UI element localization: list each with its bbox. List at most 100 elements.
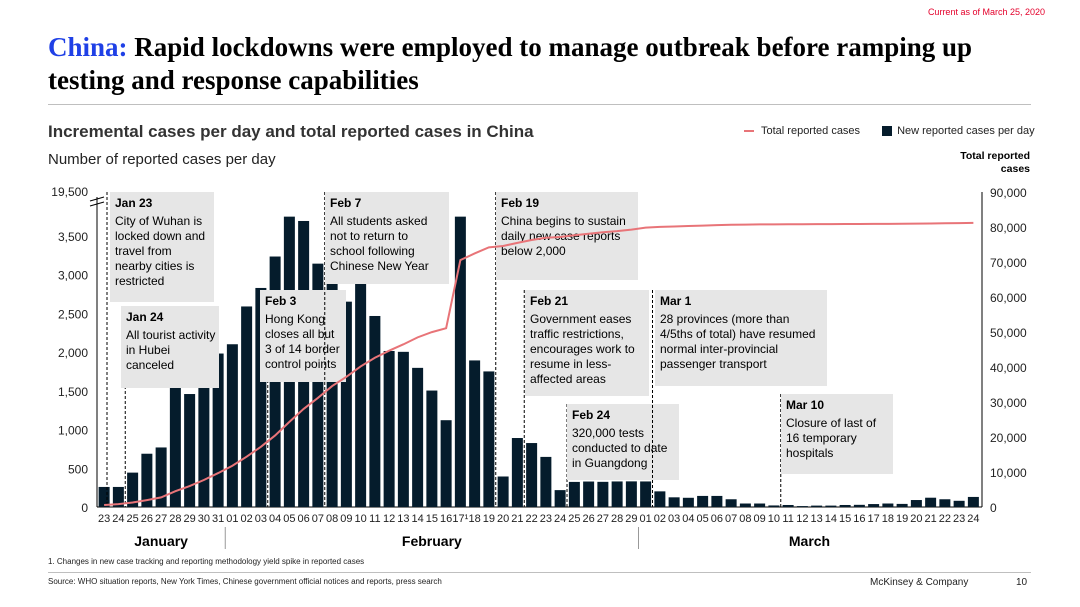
x-tick-label: 03 <box>668 513 680 525</box>
x-tick-label: 17 <box>868 513 880 525</box>
total-cases-line <box>104 221 974 506</box>
bar <box>697 495 709 507</box>
bar <box>925 497 937 507</box>
annotation-body: 28 provinces (more than 4/5ths of total)… <box>660 312 816 371</box>
annotation-heading: Jan 24 <box>126 310 164 324</box>
bar <box>896 503 908 507</box>
footer-divider <box>48 572 1031 573</box>
bar <box>155 447 167 507</box>
x-tick-label: 24 <box>112 513 124 525</box>
y-tick-label: 3,500 <box>58 230 88 244</box>
x-tick-label: 26 <box>583 513 595 525</box>
bar <box>967 496 979 507</box>
annotation-box <box>110 192 214 302</box>
x-tick-label: 20 <box>497 513 509 525</box>
x-tick-label: 08 <box>326 513 338 525</box>
bar <box>98 486 110 507</box>
annotation-body: 320,000 tests conducted to date in Guang… <box>572 426 668 470</box>
x-tick-label: 22 <box>526 513 538 525</box>
bar <box>426 390 438 507</box>
x-tick-label: 16 <box>853 513 865 525</box>
x-tick-label: 01 <box>226 513 238 525</box>
annotation-heading: Feb 21 <box>530 294 568 308</box>
bar <box>568 481 580 507</box>
x-tick-label: 21 <box>511 513 523 525</box>
axis-break-mark <box>89 201 105 207</box>
annotation-body: Government eases traffic restrictions, e… <box>530 312 635 386</box>
bar <box>340 301 352 507</box>
bar <box>412 367 424 507</box>
bar <box>397 351 409 507</box>
y-tick-label: 2,000 <box>58 346 88 360</box>
x-tick-label: 08 <box>739 513 751 525</box>
annotation-body: Closure of last of 16 temporary hospital… <box>786 416 877 460</box>
x-tick-label: 30 <box>198 513 210 525</box>
y2-tick-label: 10,000 <box>990 466 1027 480</box>
annotation-heading: Feb 19 <box>501 196 539 210</box>
x-tick-label: 21 <box>925 513 937 525</box>
annotation-heading: Jan 23 <box>115 196 153 210</box>
annotation-box <box>655 290 827 386</box>
bar <box>611 481 623 507</box>
x-tick-label: 27 <box>155 513 167 525</box>
bar-break-mark <box>280 196 299 202</box>
bar <box>682 497 694 507</box>
bar <box>141 453 153 507</box>
x-tick-label: 05 <box>283 513 295 525</box>
bar <box>868 504 880 507</box>
annotation-text: Hong Kong closes all but 3 of 14 border … <box>265 312 340 371</box>
x-tick-label: 26 <box>141 513 153 525</box>
bar <box>711 495 723 507</box>
annotation-box <box>260 290 346 382</box>
x-tick-label: 07 <box>312 513 324 525</box>
x-tick-label: 07 <box>725 513 737 525</box>
y2-tick-label: 80,000 <box>990 221 1027 235</box>
annotation-text: China begins to sustain daily new case r… <box>501 214 626 258</box>
annotation-box <box>567 404 679 480</box>
source-note: Source: WHO situation reports, New York … <box>48 577 442 586</box>
bar <box>526 443 538 507</box>
bar <box>511 438 523 507</box>
brand-name: McKinsey & Company <box>870 577 969 588</box>
x-tick-label: 18 <box>469 513 481 525</box>
bar <box>198 372 210 507</box>
x-tick-label: 11 <box>782 513 793 525</box>
x-tick-label: 27 <box>597 513 609 525</box>
x-tick-label: 29 <box>625 513 637 525</box>
x-tick-label: 02 <box>654 513 666 525</box>
bar <box>355 276 367 507</box>
bar <box>184 394 196 507</box>
bar <box>939 499 951 507</box>
x-tick-label: 19 <box>483 513 495 525</box>
x-tick-label: 14 <box>412 513 424 525</box>
bar <box>112 486 124 507</box>
x-tick-label: 22 <box>939 513 951 525</box>
bar <box>226 344 238 507</box>
x-tick-label: 06 <box>711 513 723 525</box>
bar-break-mark <box>280 192 299 198</box>
annotation-text: Closure of last of 16 temporary hospital… <box>786 416 877 460</box>
x-tick-label: 17¹ <box>452 513 468 525</box>
y-axis-label: Number of reported cases per day <box>48 151 276 168</box>
bar <box>212 353 224 507</box>
annotation-text: 28 provinces (more than 4/5ths of total)… <box>660 312 816 371</box>
annotation-heading: Feb 3 <box>265 294 297 308</box>
legend-line-label: Total reported cases <box>761 125 861 137</box>
x-tick-label: 02 <box>241 513 253 525</box>
bar <box>454 216 466 507</box>
annotation-heading: Mar 10 <box>786 398 824 412</box>
x-tick-label: 10 <box>768 513 780 525</box>
x-tick-label: 24 <box>554 513 566 525</box>
x-tick-label: 31 <box>212 513 224 525</box>
annotation-text: Government eases traffic restrictions, e… <box>530 312 635 386</box>
legend-bar-label: New reported cases per day <box>897 125 1035 137</box>
bar <box>725 499 737 507</box>
bar-break-mark <box>451 192 470 198</box>
y-tick-label: 3,000 <box>58 269 88 283</box>
legend: Total reported cases New reported cases … <box>744 125 1035 137</box>
bar <box>369 315 381 507</box>
bar <box>483 371 495 507</box>
bar <box>782 504 794 507</box>
x-tick-label: 28 <box>611 513 623 525</box>
